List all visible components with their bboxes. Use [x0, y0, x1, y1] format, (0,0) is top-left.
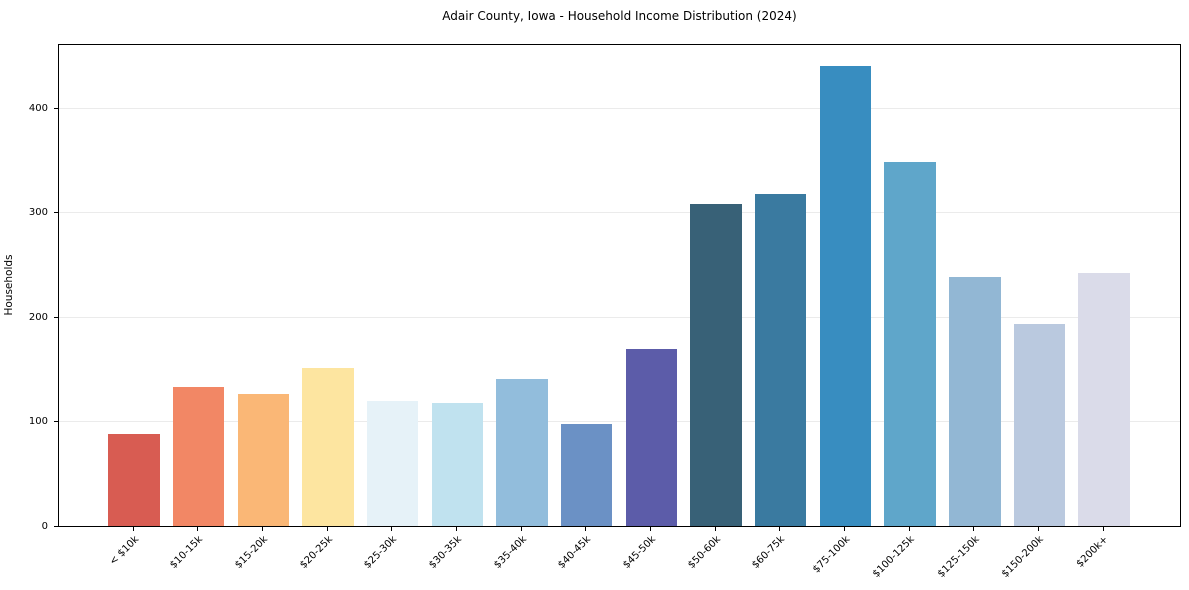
- bar: [625, 349, 678, 526]
- x-tick-label: $60-75k: [750, 534, 788, 571]
- bar: [1013, 324, 1066, 526]
- y-tick-mark: [54, 212, 58, 214]
- x-tick-mark: [391, 527, 393, 531]
- x-tick-mark: [843, 527, 845, 531]
- bar: [948, 277, 1001, 526]
- y-tick-label: 400: [28, 102, 48, 114]
- gridline: [59, 212, 1180, 214]
- bar: [819, 66, 872, 526]
- y-tick-label: 200: [28, 311, 48, 323]
- y-tick-mark: [54, 107, 58, 109]
- x-tick-mark: [973, 527, 975, 531]
- x-tick-mark: [1037, 527, 1039, 531]
- x-tick-label: $150-200k: [1000, 534, 1047, 580]
- y-tick-mark: [54, 421, 58, 423]
- x-tick-label: $100-125k: [870, 534, 917, 580]
- bar: [172, 386, 225, 526]
- x-tick-mark: [197, 527, 199, 531]
- x-tick-mark: [779, 527, 781, 531]
- x-tick-mark: [714, 527, 716, 531]
- y-tick-label: 0: [41, 521, 48, 532]
- bar: [302, 368, 354, 526]
- y-tick-label: 300: [28, 207, 48, 219]
- y-tick-mark: [54, 316, 58, 318]
- x-tick-label: $10-15k: [168, 534, 206, 571]
- x-tick-mark: [132, 527, 134, 531]
- plot-area: [58, 44, 1181, 527]
- gridline: [59, 421, 1180, 423]
- chart-title: Adair County, Iowa - Household Income Di…: [442, 9, 797, 23]
- x-tick-label: $25-30k: [362, 534, 400, 571]
- bar: [560, 423, 613, 526]
- bar: [108, 434, 160, 526]
- y-tick-mark: [54, 526, 58, 527]
- x-tick-label: $30-35k: [427, 534, 465, 571]
- x-tick-label: $200k+: [1075, 534, 1111, 570]
- bar: [237, 394, 290, 526]
- x-tick-label: $125-150k: [935, 534, 982, 580]
- x-tick-mark: [585, 527, 587, 531]
- bar: [496, 378, 548, 526]
- bar: [1078, 273, 1130, 526]
- x-tick-mark: [520, 527, 522, 531]
- x-tick-label: $20-25k: [297, 534, 335, 571]
- bar: [366, 400, 419, 526]
- x-tick-mark: [261, 527, 263, 531]
- x-tick-label: $35-40k: [491, 534, 529, 571]
- y-axis-label: Households: [3, 254, 15, 316]
- x-tick-label: $45-50k: [621, 534, 659, 571]
- x-tick-mark: [649, 527, 651, 531]
- x-tick-mark: [326, 527, 328, 531]
- y-tick-label: 100: [28, 416, 48, 428]
- x-tick-label: $40-45k: [556, 534, 594, 571]
- x-tick-label: $15-20k: [233, 534, 271, 571]
- x-tick-mark: [455, 527, 457, 531]
- gridline: [59, 107, 1180, 109]
- x-tick-mark: [908, 527, 910, 531]
- x-tick-label: $50-60k: [685, 534, 723, 571]
- bar: [690, 204, 742, 526]
- x-tick-mark: [1102, 527, 1104, 531]
- bar: [431, 402, 484, 526]
- x-tick-label: $75-100k: [810, 534, 853, 576]
- gridline: [59, 316, 1180, 318]
- bar: [754, 193, 807, 526]
- bar: [884, 162, 936, 526]
- x-tick-label: < $10k: [107, 534, 141, 568]
